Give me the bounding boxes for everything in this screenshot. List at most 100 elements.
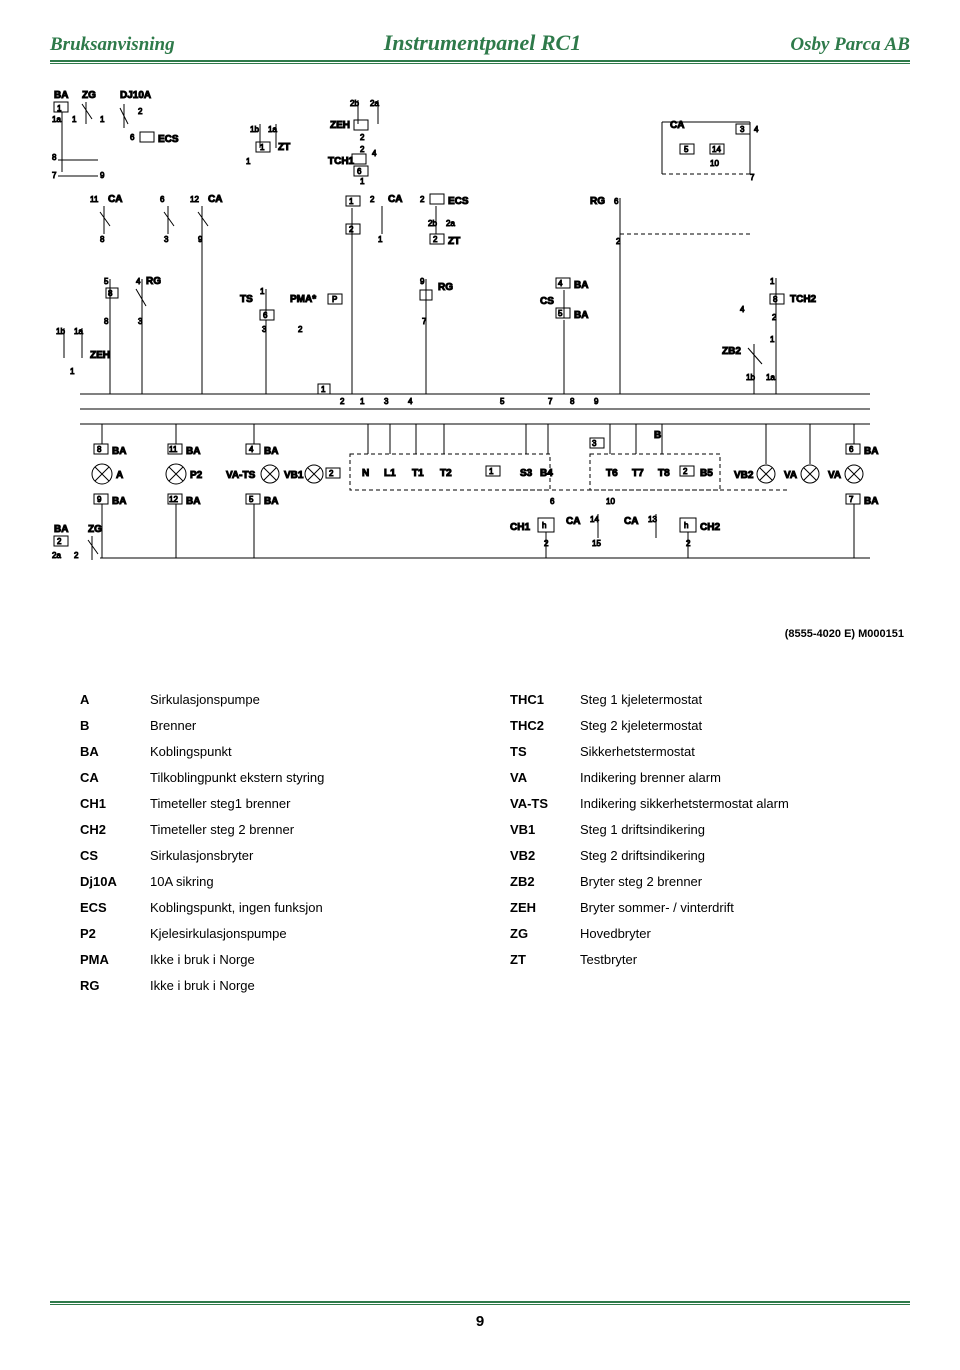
lbl-vats: VA-TS bbox=[226, 470, 256, 481]
svg-text:11: 11 bbox=[169, 445, 178, 454]
svg-text:2: 2 bbox=[74, 551, 79, 560]
lbl-a: A bbox=[116, 470, 123, 481]
legend-row: VB1Steg 1 driftsindikering bbox=[510, 822, 880, 837]
svg-text:3: 3 bbox=[384, 397, 389, 406]
legend-row: RGIkke i bruk i Norge bbox=[80, 978, 450, 993]
svg-text:2a: 2a bbox=[52, 551, 61, 560]
legend-desc: Sirkulasjonspumpe bbox=[150, 692, 450, 707]
legend-desc: Indikering brenner alarm bbox=[580, 770, 880, 785]
legend-code: Dj10A bbox=[80, 874, 150, 889]
legend-row: ZEHBryter sommer- / vinterdrift bbox=[510, 900, 880, 915]
svg-text:10: 10 bbox=[710, 159, 719, 168]
svg-text:2: 2 bbox=[329, 469, 334, 478]
legend-row: PMAIkke i bruk i Norge bbox=[80, 952, 450, 967]
svg-text:2: 2 bbox=[349, 225, 354, 234]
legend-code: THC2 bbox=[510, 718, 580, 733]
lbl-ts: TS bbox=[240, 294, 253, 305]
lbl-ch2: CH2 bbox=[700, 522, 720, 533]
svg-text:1: 1 bbox=[360, 397, 365, 406]
svg-text:4: 4 bbox=[754, 125, 759, 134]
legend-desc: Koblingspunkt, ingen funksjon bbox=[150, 900, 450, 915]
legend-row: ECSKoblingspunkt, ingen funksjon bbox=[80, 900, 450, 915]
svg-text:4: 4 bbox=[136, 277, 141, 286]
svg-text:2: 2 bbox=[420, 195, 425, 204]
lbl-ch1: CH1 bbox=[510, 522, 530, 533]
legend-code: CH2 bbox=[80, 822, 150, 837]
footer-rule bbox=[50, 1301, 910, 1305]
svg-text:1: 1 bbox=[489, 467, 494, 476]
lbl-cs: CS bbox=[540, 296, 554, 307]
svg-text:1b: 1b bbox=[250, 125, 259, 134]
svg-text:1: 1 bbox=[349, 197, 354, 206]
lbl-t1: T1 bbox=[412, 468, 424, 479]
legend-row: TSSikkerhetstermostat bbox=[510, 744, 880, 759]
legend-desc: Indikering sikkerhetstermostat alarm bbox=[580, 796, 880, 811]
legend-code: PMA bbox=[80, 952, 150, 967]
legend-row: CATilkoblingpunkt ekstern styring bbox=[80, 770, 450, 785]
lbl-ba-8: BA bbox=[112, 446, 126, 457]
legend-code: P2 bbox=[80, 926, 150, 941]
svg-text:3: 3 bbox=[740, 125, 745, 134]
lbl-ba-6: BA bbox=[864, 446, 878, 457]
svg-text:2: 2 bbox=[360, 145, 365, 154]
svg-text:5: 5 bbox=[104, 277, 109, 286]
legend-desc: Steg 1 driftsindikering bbox=[580, 822, 880, 837]
svg-text:2: 2 bbox=[340, 397, 345, 406]
legend-row: ASirkulasjonspumpe bbox=[80, 692, 450, 707]
legend-row: THC1Steg 1 kjeletermostat bbox=[510, 692, 880, 707]
lbl-ba-4: BA bbox=[264, 446, 278, 457]
lbl-zeh-top: ZEH bbox=[330, 120, 350, 131]
legend-row: ZB2Bryter steg 2 brenner bbox=[510, 874, 880, 889]
svg-text:1: 1 bbox=[378, 235, 383, 244]
header-center: Instrumentpanel RC1 bbox=[384, 30, 581, 56]
svg-text:15: 15 bbox=[592, 539, 601, 548]
wiring-diagram: BA 1 1a 1 ZG 1 DJ10A 2 6 ECS bbox=[50, 84, 910, 644]
legend-desc: Ikke i bruk i Norge bbox=[150, 952, 450, 967]
legend-desc: Steg 2 kjeletermostat bbox=[580, 718, 880, 733]
lbl-zg: ZG bbox=[82, 90, 96, 101]
lbl-ca-2: CA bbox=[208, 194, 222, 205]
svg-text:1: 1 bbox=[246, 157, 251, 166]
svg-text:7: 7 bbox=[548, 397, 553, 406]
svg-text:6: 6 bbox=[550, 497, 555, 506]
legend-right-col: THC1Steg 1 kjeletermostat THC2Steg 2 kjel… bbox=[510, 692, 880, 1004]
svg-text:2: 2 bbox=[57, 537, 62, 546]
legend-code: CH1 bbox=[80, 796, 150, 811]
svg-text:5: 5 bbox=[249, 495, 254, 504]
page-number: 9 bbox=[50, 1313, 910, 1330]
lbl-b: B bbox=[654, 430, 661, 441]
svg-text:6: 6 bbox=[160, 195, 165, 204]
lbl-ba-9: BA bbox=[112, 496, 126, 507]
svg-text:14: 14 bbox=[712, 145, 721, 154]
legend-desc: Bryter steg 2 brenner bbox=[580, 874, 880, 889]
svg-text:3: 3 bbox=[164, 235, 169, 244]
svg-text:8: 8 bbox=[100, 235, 105, 244]
legend-code: B bbox=[80, 718, 150, 733]
svg-text:8: 8 bbox=[97, 445, 102, 454]
lbl-rg-1: RG bbox=[590, 196, 605, 207]
lbl-pma: PMA* bbox=[290, 294, 316, 305]
lbl-rg-2: RG bbox=[146, 276, 161, 287]
svg-text:5: 5 bbox=[684, 145, 689, 154]
legend-row: BAKoblingspunkt bbox=[80, 744, 450, 759]
legend-desc: Brenner bbox=[150, 718, 450, 733]
legend-code: CA bbox=[80, 770, 150, 785]
svg-text:1: 1 bbox=[360, 177, 365, 186]
lbl-zt-top: ZT bbox=[278, 142, 290, 153]
legend-row: CH2Timeteller steg 2 brenner bbox=[80, 822, 450, 837]
svg-text:6: 6 bbox=[357, 167, 362, 176]
legend-row: CSSirkulasjonsbryter bbox=[80, 848, 450, 863]
lbl-ba-bl: BA bbox=[54, 524, 68, 535]
legend-row: CH1Timeteller steg1 brenner bbox=[80, 796, 450, 811]
svg-text:7: 7 bbox=[750, 173, 755, 182]
legend-desc: Ikke i bruk i Norge bbox=[150, 978, 450, 993]
legend-desc: Kjelesirkulasjonspumpe bbox=[150, 926, 450, 941]
legend-code: VA-TS bbox=[510, 796, 580, 811]
legend-desc: Tilkoblingpunkt ekstern styring bbox=[150, 770, 450, 785]
svg-text:6: 6 bbox=[614, 197, 619, 206]
lbl-ba: BA bbox=[54, 90, 68, 101]
legend-row: VB2Steg 2 driftsindikering bbox=[510, 848, 880, 863]
lbl-ca-3: CA bbox=[388, 194, 402, 205]
svg-text:2: 2 bbox=[298, 325, 303, 334]
lbl-t8: T8 bbox=[658, 468, 670, 479]
